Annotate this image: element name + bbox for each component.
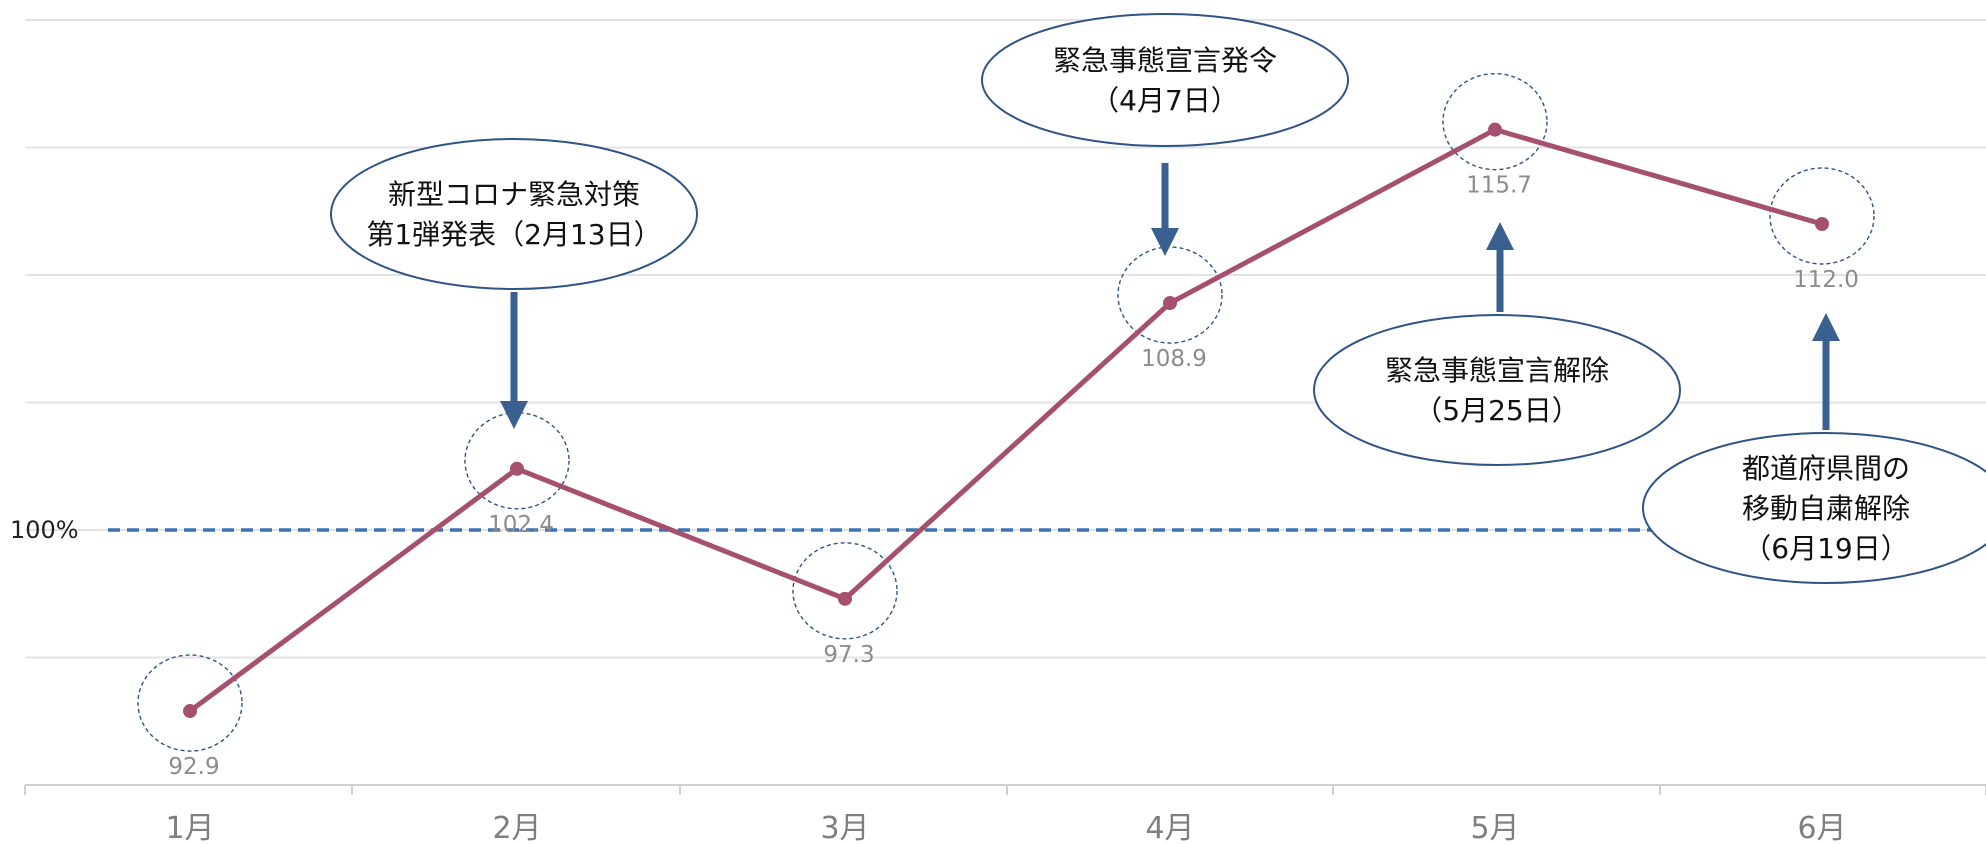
x-axis: 1月 2月 3月 4月 5月 6月	[24, 784, 1986, 844]
callout-text: 緊急事態宣言発令	[1053, 44, 1277, 77]
callout-text: 都道府県間の	[1742, 452, 1910, 485]
callout-text: 新型コロナ緊急対策	[388, 178, 640, 211]
callout-ellipse	[1642, 432, 1986, 584]
callout-ellipse	[981, 13, 1349, 147]
highlight-circle	[1769, 167, 1875, 265]
gridlines	[25, 19, 1986, 659]
series-line	[188, 127, 1823, 714]
callout-text: 移動自粛解除	[1742, 492, 1910, 525]
x-tick-label: 3月	[820, 811, 869, 844]
data-label: 115.7	[1466, 173, 1532, 199]
data-label: 97.3	[823, 642, 874, 668]
x-tick-label: 6月	[1797, 811, 1846, 844]
callout-text: （4月7日）	[1091, 84, 1239, 117]
x-tick-label: 5月	[1470, 811, 1519, 844]
series-group: 92.9 102.4 97.3 108.9 115.7 112.0	[137, 72, 1875, 780]
highlight-circle	[1117, 246, 1223, 344]
data-label: 92.9	[168, 754, 219, 780]
data-point	[1163, 296, 1177, 311]
callout-ellipse	[1313, 314, 1681, 466]
callout-text: 緊急事態宣言解除	[1385, 354, 1609, 387]
callout-text: （6月19日）	[1743, 532, 1908, 565]
data-label: 102.4	[488, 512, 554, 538]
callout-text: （5月25日）	[1414, 394, 1579, 427]
data-point	[183, 704, 197, 719]
highlight-circle	[464, 412, 570, 510]
x-tick-label: 4月	[1145, 811, 1194, 844]
x-tick-label: 2月	[492, 811, 541, 844]
x-tick-label: 1月	[165, 811, 214, 844]
reference-line-label: 100%	[10, 516, 79, 544]
data-point	[510, 461, 524, 476]
data-point	[838, 591, 852, 606]
callout-ellipse	[330, 138, 698, 290]
data-label: 112.0	[1793, 267, 1859, 293]
data-point	[1815, 217, 1829, 231]
callout-text: 第1弾発表（2月13日）	[366, 218, 661, 251]
data-point	[1488, 122, 1502, 137]
highlight-circle	[1442, 72, 1548, 171]
data-label: 108.9	[1141, 346, 1207, 372]
highlight-circle	[137, 654, 243, 752]
highlight-circle	[792, 542, 898, 640]
